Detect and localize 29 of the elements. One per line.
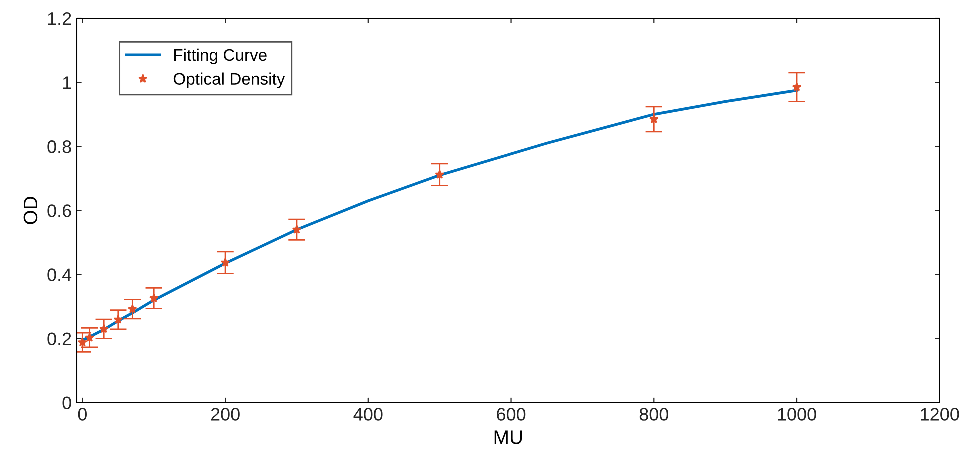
y-tick-label: 0.8 (48, 140, 72, 154)
x-tick-label: 0 (78, 408, 87, 421)
y-tick-label: 1 (63, 76, 72, 90)
y-tick-label: 0 (62, 396, 72, 410)
x-tick-label: 1000 (778, 408, 816, 421)
y-tick-label: 0.2 (48, 332, 72, 346)
point (649, 114, 659, 124)
point (149, 294, 159, 302)
y-tick-label: 0.6 (48, 204, 72, 218)
point (435, 170, 444, 179)
point (85, 332, 94, 342)
x-tick-label: 1200 (921, 408, 960, 421)
point (292, 225, 302, 234)
y-tick-label: 1.2 (48, 12, 72, 26)
x-tick-label: 200 (211, 408, 240, 421)
legend-label: Optical Density (174, 72, 286, 88)
y-axis-title: OD (24, 197, 38, 224)
x-tick-label: 800 (640, 408, 668, 421)
point (99, 324, 109, 334)
legend-label: Fitting Curve (174, 48, 267, 64)
x-axis-title: MU (494, 430, 522, 444)
point (78, 338, 88, 347)
x-tick-label: 600 (497, 408, 526, 421)
y-tick-label: 0.4 (48, 268, 72, 282)
point (792, 82, 802, 92)
point (114, 315, 124, 324)
x-tick-label: 400 (354, 408, 383, 421)
point (220, 258, 230, 267)
point (128, 304, 138, 314)
